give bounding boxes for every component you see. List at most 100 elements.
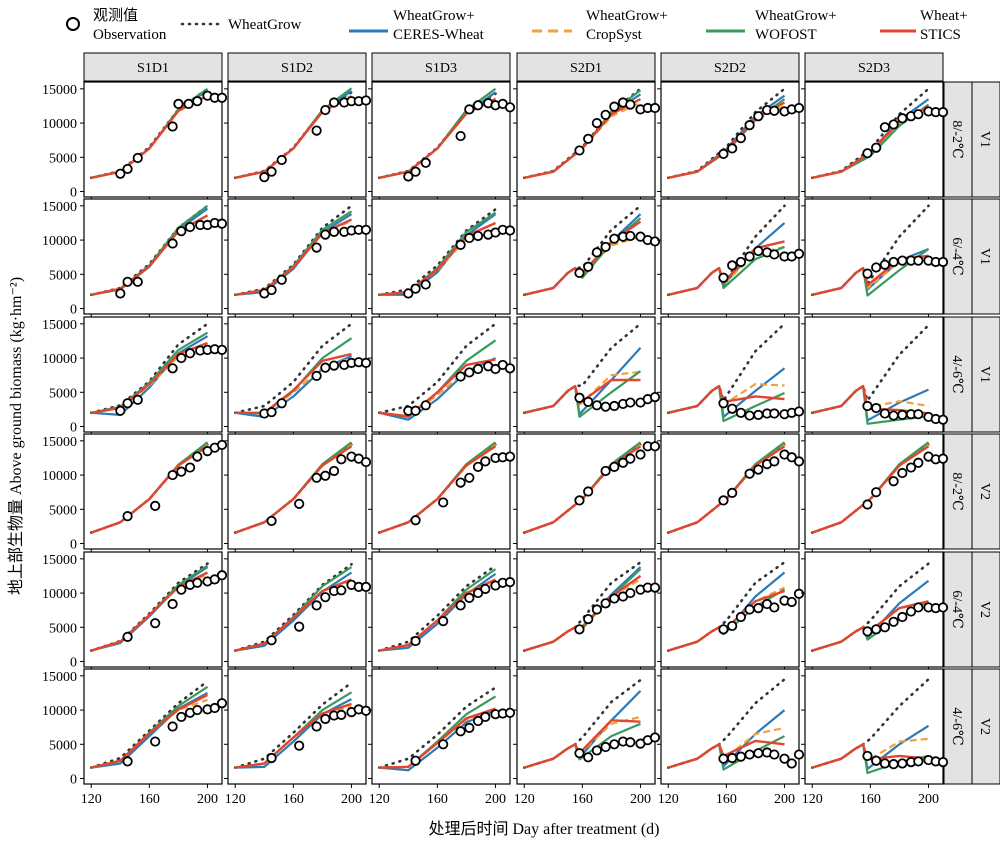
observation-point [735, 407, 746, 418]
observation-point [913, 457, 924, 468]
series-line-stics [524, 378, 641, 414]
observation-point [937, 414, 949, 425]
observation-point [216, 344, 228, 355]
column-strip [83, 52, 223, 82]
panel [513, 81, 661, 201]
observation-point [328, 465, 340, 477]
observation-point [574, 495, 585, 506]
observation-point [464, 232, 475, 244]
observation-point [753, 111, 764, 122]
legend-stics-label: Wheat+ [920, 8, 968, 24]
x-tick-label: 120 [81, 792, 102, 807]
observation-point [490, 363, 501, 375]
observation-point [913, 756, 924, 767]
observation-point [727, 752, 738, 764]
observation-point [871, 142, 882, 153]
panel-frame [371, 316, 511, 433]
observation-point [480, 456, 491, 467]
observation-point [718, 495, 729, 506]
observation-point [311, 721, 322, 732]
y-tick-label: 0 [70, 186, 77, 201]
series-line-stics [811, 445, 930, 534]
observation-point [410, 166, 421, 177]
observation-point [871, 624, 882, 635]
observation-point [897, 113, 908, 124]
column-strip [371, 52, 511, 82]
observation-point [311, 472, 322, 483]
observation-point [769, 105, 780, 116]
y-tick-label: 5000 [49, 503, 77, 518]
observation-point [649, 441, 661, 452]
x-tick-label: 200 [485, 792, 506, 807]
legend-cropsyst-label: WheatGrow+ [586, 8, 668, 24]
observation-point [718, 272, 729, 283]
series-line-stics [667, 739, 785, 769]
observation-point [336, 709, 347, 720]
observation-point [591, 745, 602, 756]
observation-point [176, 711, 187, 723]
y-tick-label: 5000 [49, 621, 77, 636]
observation-point [583, 261, 594, 272]
observation-point [871, 262, 882, 273]
legend-wofost-label-2: WOFOST [755, 27, 817, 43]
y-tick-label: 10000 [42, 352, 77, 367]
row-strip-temp [943, 551, 973, 668]
series-line-stics [235, 352, 352, 414]
observation-point [150, 500, 161, 511]
observation-point [793, 588, 805, 599]
y-tick-label: 10000 [42, 469, 77, 484]
observation-point [504, 225, 516, 236]
observation-point [600, 401, 611, 412]
observation-point [464, 592, 475, 603]
x-tick-label: 120 [802, 792, 823, 807]
observation-point [862, 626, 873, 637]
legend-observation-marker [66, 17, 80, 31]
legend-cropsyst-label-2: CropSyst [586, 27, 643, 43]
panel [513, 198, 661, 318]
observation-point [115, 168, 126, 179]
column-strip-label: S2D3 [858, 61, 890, 76]
observation-point [913, 255, 924, 266]
legend: 观测值 Observation WheatGrow WheatGrow+ CER… [66, 7, 968, 43]
observation-point [455, 239, 466, 250]
panel [224, 81, 372, 201]
panel [513, 316, 661, 436]
observation-point [897, 467, 908, 479]
observation-point [609, 101, 620, 112]
observation-point [420, 157, 431, 168]
observation-point [472, 587, 484, 599]
panel [368, 433, 516, 553]
observation-point [769, 408, 780, 419]
observation-point [625, 230, 636, 242]
observation-point [635, 449, 646, 460]
observation-point [311, 125, 322, 136]
observation-point [862, 499, 873, 510]
row-strip-temp [943, 433, 973, 550]
observation-point [735, 256, 746, 268]
observation-point [216, 570, 228, 581]
panel: 0 5000 10000 15000 [42, 433, 228, 553]
row-strip-temp-label: 4/-6℃ [949, 355, 964, 393]
observation-point [192, 451, 203, 462]
y-tick-label: 10000 [42, 234, 77, 249]
y-axis-title: 地上部生物量 Above ground biomass (kg·hm⁻²) [7, 277, 25, 595]
observation-point [167, 721, 178, 732]
row-strip-temp-label: 4/-6℃ [949, 707, 964, 745]
observation-point [753, 464, 764, 475]
observation-point [209, 702, 220, 714]
row-strip-temp-label: 8/-2℃ [949, 472, 964, 510]
observation-point [862, 148, 873, 159]
observation-point [888, 119, 899, 130]
series-line-stics [379, 707, 496, 769]
legend-observation-label-en: Observation [93, 27, 167, 43]
observation-point [888, 759, 899, 770]
observation-point [793, 406, 805, 417]
observation-point [320, 104, 331, 116]
observation-point [625, 737, 636, 748]
panel-grid: S1D1 S1D2 S1D3 S2D1 S2D2 S2D3 8/-2℃ V1 6/-4℃ V1 4/… [42, 52, 1000, 807]
panel [801, 316, 949, 436]
observation-point [937, 756, 949, 768]
observation-point [583, 613, 594, 625]
observation-point [727, 620, 738, 632]
